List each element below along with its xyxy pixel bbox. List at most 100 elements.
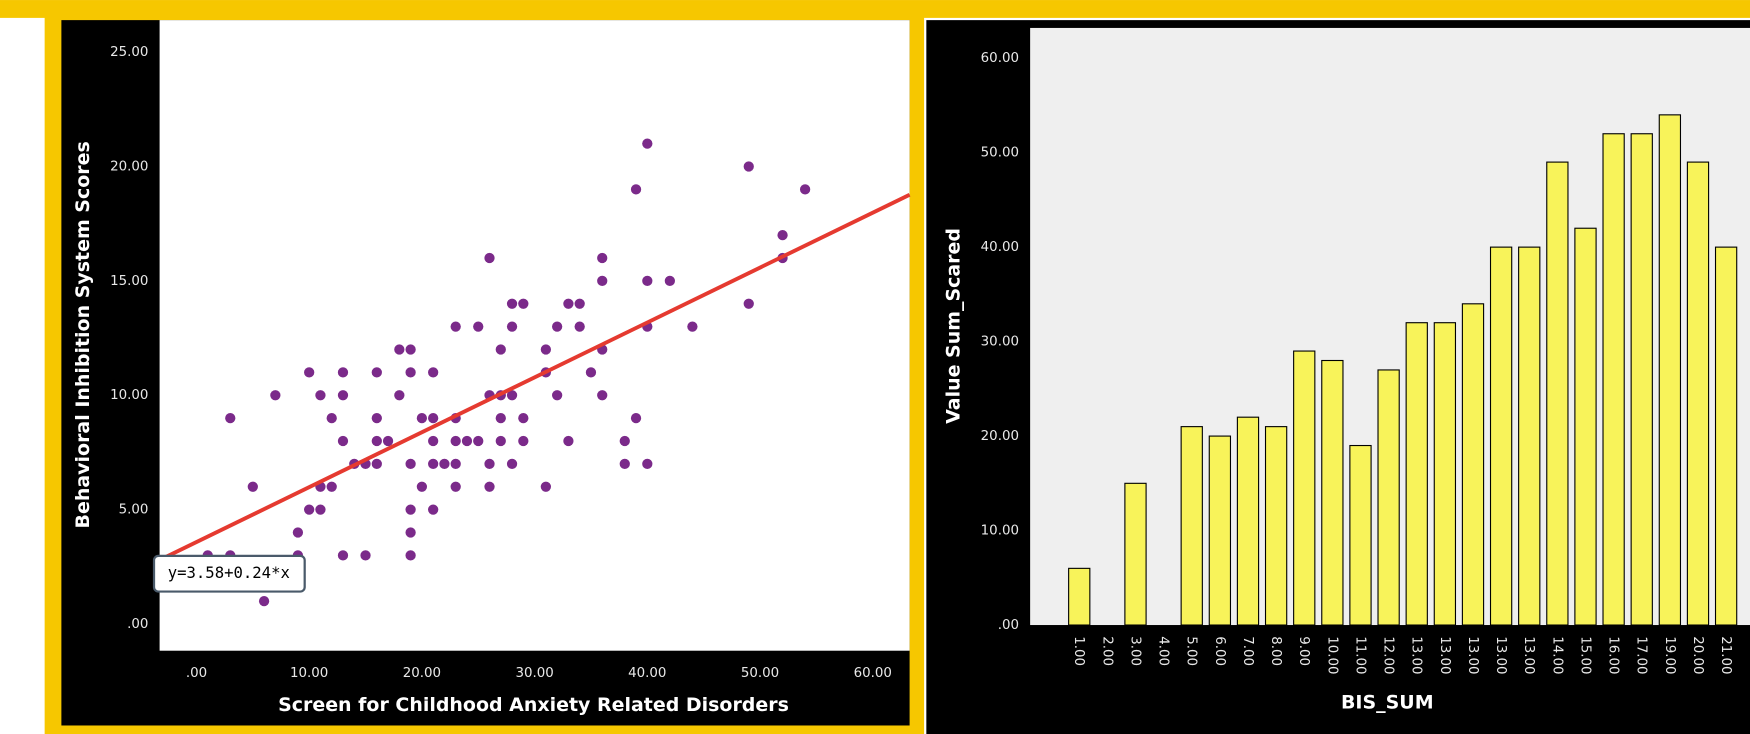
point — [371, 367, 382, 378]
point — [450, 481, 461, 492]
point — [506, 390, 518, 401]
x-tick-label: 14.00 — [1549, 636, 1564, 674]
x-axis-title: BIS_SUM — [1341, 692, 1434, 714]
bar — [1518, 246, 1541, 626]
point — [642, 458, 653, 469]
point — [473, 435, 484, 447]
point — [315, 504, 326, 515]
y-tick-label: 10.00 — [981, 524, 1019, 539]
bar — [1714, 246, 1738, 626]
point — [315, 390, 326, 401]
bar — [1602, 133, 1625, 626]
point — [405, 458, 416, 469]
point — [484, 252, 495, 264]
x-tick-label: 11.00 — [1352, 636, 1367, 674]
point — [428, 435, 439, 447]
point — [619, 458, 630, 469]
point — [540, 481, 552, 492]
point — [225, 412, 236, 424]
x-tick-label: 17.00 — [1634, 636, 1649, 674]
point — [371, 435, 382, 447]
point — [304, 504, 315, 515]
point — [337, 367, 349, 378]
x-tick-label: 20.00 — [403, 666, 441, 681]
point — [743, 161, 754, 172]
point — [495, 435, 506, 447]
point — [461, 435, 473, 447]
point — [597, 390, 608, 401]
point — [563, 298, 574, 309]
point — [428, 458, 439, 469]
point — [247, 481, 258, 492]
bar — [1574, 227, 1597, 626]
point — [304, 367, 315, 378]
point — [326, 481, 337, 492]
point — [382, 435, 394, 447]
point — [506, 458, 518, 469]
x-tick-label: 13.00 — [1493, 636, 1508, 674]
y-tick-label: 30.00 — [981, 335, 1019, 350]
y-tick-label: .00 — [127, 617, 148, 632]
bar-chart: .00 10.00 20.00 30.00 40.00 50.00 60.00 1.00 2.0… — [943, 51, 1738, 714]
point — [394, 390, 405, 401]
x-axis-title: Screen for Childhood Anxiety Related Dis… — [278, 694, 789, 716]
point — [518, 298, 529, 309]
y-tick-label: 60.00 — [981, 51, 1019, 66]
point — [270, 390, 281, 401]
point — [473, 321, 484, 332]
point — [597, 252, 608, 264]
x-tick-label: 13.00 — [1409, 636, 1424, 674]
x-tick-label: 15.00 — [1577, 636, 1592, 674]
bar — [1546, 161, 1569, 626]
bar — [1068, 567, 1091, 626]
point — [518, 435, 529, 447]
point — [687, 321, 698, 332]
point — [563, 435, 574, 447]
point — [292, 527, 304, 538]
point — [405, 550, 416, 561]
point — [585, 367, 597, 378]
bar — [1686, 161, 1710, 626]
y-tick-label: 25.00 — [110, 45, 148, 60]
point — [258, 595, 270, 607]
point — [450, 321, 461, 332]
point — [416, 412, 428, 424]
y-tick-label: 20.00 — [110, 160, 148, 175]
point — [337, 550, 349, 561]
bar — [1658, 114, 1682, 626]
y-tick-label: 40.00 — [981, 240, 1019, 255]
fit-line — [158, 193, 911, 562]
point — [326, 412, 337, 424]
y-tick-label: 5.00 — [119, 503, 149, 518]
point — [416, 481, 428, 492]
bar — [1349, 444, 1372, 626]
point — [371, 458, 382, 469]
y-tick-label: 20.00 — [981, 429, 1019, 444]
fit-equation: y=3.58+0.24*x — [168, 564, 290, 582]
point — [799, 184, 811, 195]
scatter-plot-area — [159, 20, 910, 651]
annotation-box — [152, 554, 306, 593]
x-tick-label: 6.00 — [1212, 636, 1227, 666]
x-tick-label: .00 — [186, 666, 207, 681]
bar — [1236, 416, 1260, 626]
x-tick-label: 12.00 — [1381, 636, 1396, 674]
scatter-chart: .00 5.00 10.00 15.00 20.00 25.00 .00 10.00 20.00… — [72, 45, 911, 716]
point — [495, 344, 506, 355]
bar — [1433, 322, 1457, 626]
point — [642, 275, 653, 286]
point — [495, 412, 506, 424]
x-tick-label: 21.00 — [1718, 636, 1733, 674]
x-tick-label: 3.00 — [1127, 636, 1142, 666]
x-tick-label: 60.00 — [854, 666, 892, 681]
point — [777, 229, 788, 241]
point — [360, 550, 371, 561]
y-tick-label: .00 — [998, 618, 1019, 633]
x-tick-label: 20.00 — [1690, 636, 1705, 674]
point — [574, 298, 585, 309]
y-axis-title: Value Sum_Scared — [943, 228, 965, 424]
x-tick-label: 19.00 — [1662, 636, 1677, 674]
bar — [1405, 322, 1428, 626]
x-tick-label: 13.00 — [1521, 636, 1536, 674]
